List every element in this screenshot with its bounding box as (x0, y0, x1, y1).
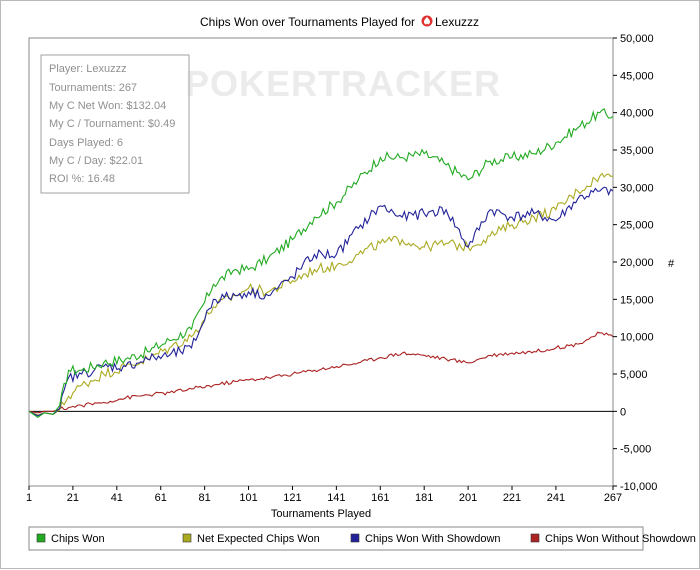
y-tick-label: 5,000 (620, 369, 648, 381)
y-tick-label: 15,000 (620, 294, 654, 306)
info-player: Player: Lexuzzz (49, 63, 127, 75)
info-box: Player: Lexuzzz Tournaments: 267 My C Ne… (40, 54, 190, 194)
x-axis-label: Tournaments Played (271, 508, 371, 520)
y-tick-label: 0 (620, 406, 626, 418)
x-tick-label: 41 (111, 492, 123, 504)
series-line-chips-won (28, 108, 614, 418)
x-tick-label: 161 (371, 492, 389, 504)
info-per-tournament: My C / Tournament: $0.49 (49, 118, 175, 130)
y-tick-label: 20,000 (620, 257, 654, 269)
y-tick-label: 45,000 (620, 70, 654, 82)
legend-swatch (36, 533, 46, 543)
x-tick-label: 101 (239, 492, 257, 504)
chart-title: Chips Won over Tournaments Played for (200, 15, 415, 29)
y-tick-label: 50,000 (620, 33, 654, 45)
pokertracker-watermark: POKERTRACKER (185, 63, 501, 104)
legend-swatch (530, 533, 540, 543)
x-tick-label: 61 (155, 492, 167, 504)
legend-label: Chips Won Without Showdown (545, 533, 696, 545)
legend-label: Chips Won (51, 533, 105, 545)
x-tick-label: 201 (459, 492, 477, 504)
x-tick-label: 21 (67, 492, 79, 504)
info-roi: ROI %: 16.48 (49, 173, 115, 185)
y-tick-label: -5,000 (620, 444, 651, 456)
info-net-won: My C Net Won: $132.04 (49, 100, 166, 112)
y-axis: -10,000 -5,000 0 5,000 10,000 15,000 20,000 25,… (613, 33, 657, 493)
legend-label: Chips Won With Showdown (365, 533, 501, 545)
player-name: Lexuzzz (435, 15, 479, 29)
series-line-chips-won-with-showdown (28, 186, 614, 417)
legend-swatch (350, 533, 360, 543)
y-tick-label: 10,000 (620, 332, 654, 344)
x-tick-label: 121 (283, 492, 301, 504)
x-tick-label: 241 (547, 492, 565, 504)
y-tick-label: 40,000 (620, 108, 654, 120)
info-tournaments: Tournaments: 267 (49, 82, 137, 94)
x-tick-label: 181 (415, 492, 433, 504)
y-tick-label: -10,000 (620, 481, 657, 493)
y-tick-label: 25,000 (620, 220, 654, 232)
legend-label: Net Expected Chips Won (197, 533, 320, 545)
x-tick-label: 81 (199, 492, 211, 504)
x-axis: 1 21 41 61 81 101 121 141 161 181 201 221 241 267 (26, 486, 622, 504)
x-tick-label: 221 (503, 492, 521, 504)
x-tick-label: 141 (327, 492, 345, 504)
info-days-played: Days Played: 6 (49, 137, 123, 149)
y-axis-label: # (668, 258, 675, 270)
y-tick-label: 30,000 (620, 182, 654, 194)
series-layer (28, 108, 614, 418)
y-tick-label: 35,000 (620, 145, 654, 157)
pokerstars-logo-icon (421, 15, 433, 27)
legend: Chips Won Net Expected Chips Won Chips Won… (28, 526, 696, 551)
x-tick-label: 267 (604, 492, 622, 504)
info-per-day: My C / Day: $22.01 (49, 155, 143, 167)
legend-swatch (182, 533, 192, 543)
x-tick-label: 1 (26, 492, 32, 504)
series-line-chips-won-without-showdown (28, 331, 614, 414)
